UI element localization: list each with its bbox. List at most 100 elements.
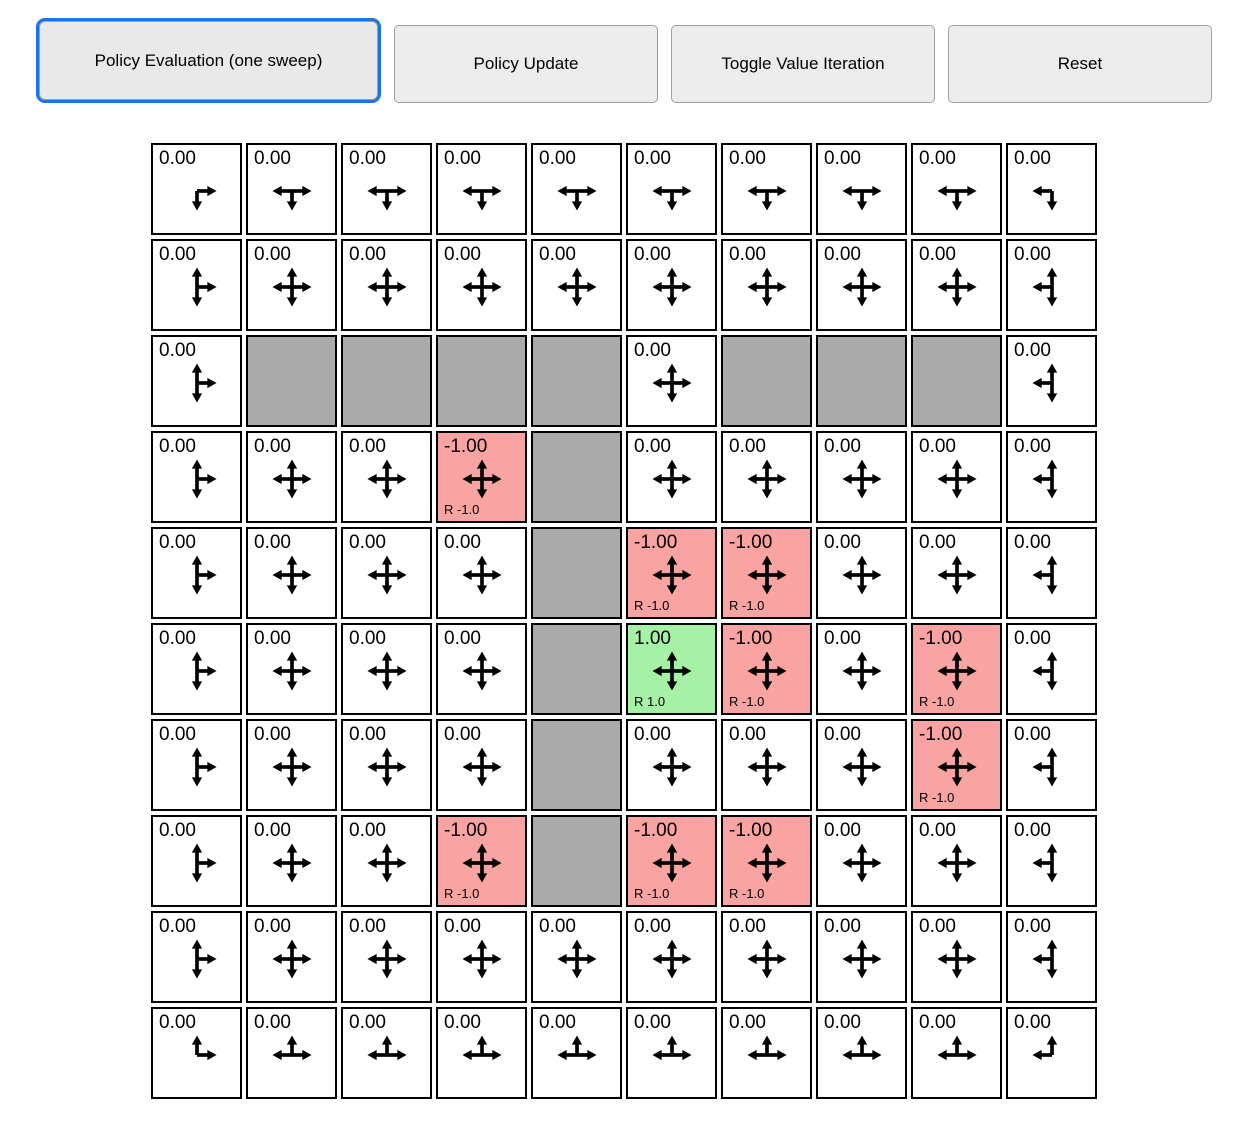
right-arrow-icon [386, 281, 407, 293]
policy-evaluation-button[interactable]: Policy Evaluation (one sweep) [36, 18, 381, 103]
down-arrow-icon [286, 767, 297, 787]
reward-label: R -1.0 [729, 598, 765, 613]
down-arrow-icon [856, 479, 867, 499]
state-value: 0.00 [919, 148, 956, 169]
state-value: 0.00 [349, 436, 386, 457]
right-arrow-icon [671, 665, 692, 677]
down-arrow-icon [856, 575, 867, 595]
right-arrow-icon [956, 953, 977, 965]
down-arrow-icon [666, 863, 677, 883]
left-arrow-icon [271, 857, 292, 869]
state-value: 0.00 [254, 628, 291, 649]
left-arrow-icon [841, 473, 862, 485]
right-arrow-icon [671, 1049, 692, 1061]
down-arrow-icon [286, 959, 297, 979]
grid-cell-r0c0: 0.00 [151, 143, 242, 235]
left-arrow-icon [936, 1049, 957, 1061]
policy-update-button[interactable]: Policy Update [394, 25, 658, 103]
state-value: 0.00 [919, 916, 956, 937]
policy-arrows-icon [1031, 747, 1057, 787]
up-arrow-icon [951, 1035, 962, 1055]
grid-cell-r3c4 [531, 431, 622, 523]
state-value: -1.00 [444, 436, 488, 457]
right-arrow-icon [386, 185, 407, 197]
right-arrow-icon [196, 857, 217, 869]
grid-cell-r3c3: -1.00 R -1.0 [436, 431, 527, 523]
state-value: 0.00 [349, 724, 386, 745]
down-arrow-icon [286, 479, 297, 499]
right-arrow-icon [386, 857, 407, 869]
policy-arrows-icon [271, 1035, 312, 1061]
left-arrow-icon [651, 281, 672, 293]
state-value: -1.00 [729, 820, 773, 841]
toggle-value-iteration-button[interactable]: Toggle Value Iteration [671, 25, 935, 103]
down-arrow-icon [1046, 479, 1057, 499]
grid-cell-r2c5: 0.00 [626, 335, 717, 427]
state-value: 0.00 [254, 532, 291, 553]
left-arrow-icon [651, 185, 672, 197]
down-arrow-icon [1046, 671, 1057, 691]
state-value: -1.00 [729, 628, 773, 649]
up-arrow-icon [476, 843, 487, 863]
grid-cell-r4c3: 0.00 [436, 527, 527, 619]
left-arrow-icon [651, 473, 672, 485]
right-arrow-icon [481, 857, 502, 869]
left-arrow-icon [461, 569, 482, 581]
policy-arrows-icon [366, 555, 407, 595]
down-arrow-icon [571, 191, 582, 211]
left-arrow-icon [461, 185, 482, 197]
grid-cell-r0c5: 0.00 [626, 143, 717, 235]
state-value: 0.00 [1014, 436, 1051, 457]
up-arrow-icon [666, 1035, 677, 1055]
right-arrow-icon [386, 665, 407, 677]
left-arrow-icon [651, 857, 672, 869]
up-arrow-icon [286, 843, 297, 863]
reward-label: R -1.0 [634, 598, 670, 613]
down-arrow-icon [286, 863, 297, 883]
policy-arrows-icon [1031, 363, 1057, 403]
state-value: 0.00 [444, 916, 481, 937]
grid-cell-r5c7: 0.00 [816, 623, 907, 715]
grid-cell-r2c4 [531, 335, 622, 427]
policy-arrows-icon [936, 185, 977, 211]
left-arrow-icon [1031, 377, 1052, 389]
policy-arrows-icon [191, 843, 217, 883]
grid-cell-r0c1: 0.00 [246, 143, 337, 235]
left-arrow-icon [461, 857, 482, 869]
right-arrow-icon [196, 473, 217, 485]
state-value: 0.00 [1014, 148, 1051, 169]
grid-cell-r7c8: 0.00 [911, 815, 1002, 907]
grid-cell-r8c5: 0.00 [626, 911, 717, 1003]
reward-label: R -1.0 [444, 502, 480, 517]
left-arrow-icon [271, 665, 292, 677]
state-value: 0.00 [1014, 244, 1051, 265]
grid-cell-r6c8: -1.00 R -1.0 [911, 719, 1002, 811]
state-value: 0.00 [444, 1012, 481, 1033]
left-arrow-icon [461, 281, 482, 293]
left-arrow-icon [936, 281, 957, 293]
grid-cell-r1c5: 0.00 [626, 239, 717, 331]
reset-button[interactable]: Reset [948, 25, 1212, 103]
right-arrow-icon [196, 377, 217, 389]
down-arrow-icon [951, 671, 962, 691]
state-value: 0.00 [824, 148, 861, 169]
down-arrow-icon [191, 863, 202, 883]
left-arrow-icon [461, 1049, 482, 1061]
up-arrow-icon [191, 651, 202, 671]
state-value: 0.00 [729, 1012, 766, 1033]
state-value: 0.00 [159, 436, 196, 457]
left-arrow-icon [366, 953, 387, 965]
right-arrow-icon [956, 665, 977, 677]
policy-arrows-icon [936, 843, 977, 883]
right-arrow-icon [766, 857, 787, 869]
state-value: 0.00 [444, 724, 481, 745]
right-arrow-icon [196, 761, 217, 773]
up-arrow-icon [381, 459, 392, 479]
grid-cell-r8c0: 0.00 [151, 911, 242, 1003]
policy-arrows-icon [191, 747, 217, 787]
policy-arrows-icon [271, 185, 312, 211]
up-arrow-icon [666, 555, 677, 575]
down-arrow-icon [381, 575, 392, 595]
down-arrow-icon [381, 287, 392, 307]
left-arrow-icon [366, 473, 387, 485]
